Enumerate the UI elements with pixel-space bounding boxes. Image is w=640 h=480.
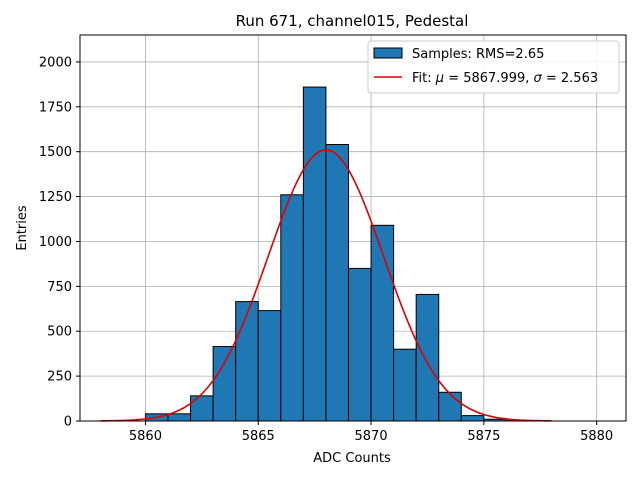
histogram-bar bbox=[280, 194, 304, 422]
mu-value: = 5867.999, bbox=[444, 71, 533, 86]
histogram-bar bbox=[460, 415, 485, 422]
legend-label-fit: Fit: μ = 5867.999, σ = 2.563 bbox=[412, 71, 598, 86]
histogram-bar bbox=[167, 413, 192, 422]
histogram-bar bbox=[190, 395, 214, 422]
mu-symbol: μ bbox=[435, 71, 444, 86]
y-tick-label: 1750 bbox=[39, 100, 72, 115]
y-tick-label: 2000 bbox=[39, 55, 72, 70]
histogram-bars bbox=[144, 86, 530, 422]
y-axis-label: Entries bbox=[15, 205, 30, 251]
x-tick-label: 5880 bbox=[580, 429, 613, 444]
histogram-bar bbox=[235, 301, 259, 422]
x-tick-label: 5875 bbox=[467, 429, 500, 444]
y-tick-label: 1500 bbox=[39, 145, 72, 160]
x-axis-ticks: 5860 5865 5870 5875 5880 bbox=[129, 421, 613, 444]
y-axis-ticks: 0 250 500 750 1000 1250 1500 1750 2000 bbox=[39, 55, 80, 430]
legend: Samples: RMS=2.65 Fit: μ = 5867.999, σ =… bbox=[367, 40, 620, 94]
histogram-bar bbox=[415, 293, 440, 422]
x-tick-label: 5865 bbox=[242, 429, 275, 444]
y-tick-label: 750 bbox=[47, 280, 72, 295]
plot-frame bbox=[79, 34, 627, 422]
y-tick-label: 1250 bbox=[39, 190, 72, 205]
histogram-bar bbox=[257, 310, 282, 422]
legend-label-samples: Samples: RMS=2.65 bbox=[412, 47, 544, 62]
chart-title: Run 671, channel015, Pedestal bbox=[236, 12, 469, 30]
y-tick-label: 1000 bbox=[39, 235, 72, 250]
legend-box bbox=[367, 40, 620, 94]
x-tick-label: 5860 bbox=[129, 429, 162, 444]
histogram-bar bbox=[393, 348, 417, 422]
sigma-symbol: σ bbox=[534, 71, 543, 86]
y-tick-label: 250 bbox=[47, 370, 72, 385]
fit-label-prefix: Fit: bbox=[412, 71, 436, 86]
histogram-bar bbox=[212, 345, 237, 422]
histogram-bar bbox=[325, 144, 349, 422]
x-axis-label: ADC Counts bbox=[313, 451, 391, 466]
histogram-bar bbox=[302, 86, 327, 422]
x-tick-label: 5870 bbox=[355, 429, 388, 444]
histogram-bar bbox=[438, 391, 462, 422]
legend-swatch-samples bbox=[373, 47, 403, 59]
sigma-value: = 2.563 bbox=[542, 71, 598, 86]
histogram-bar bbox=[347, 267, 372, 422]
y-tick-label: 500 bbox=[47, 325, 72, 340]
fit-curve bbox=[100, 149, 552, 422]
y-tick-label: 0 bbox=[64, 415, 72, 430]
